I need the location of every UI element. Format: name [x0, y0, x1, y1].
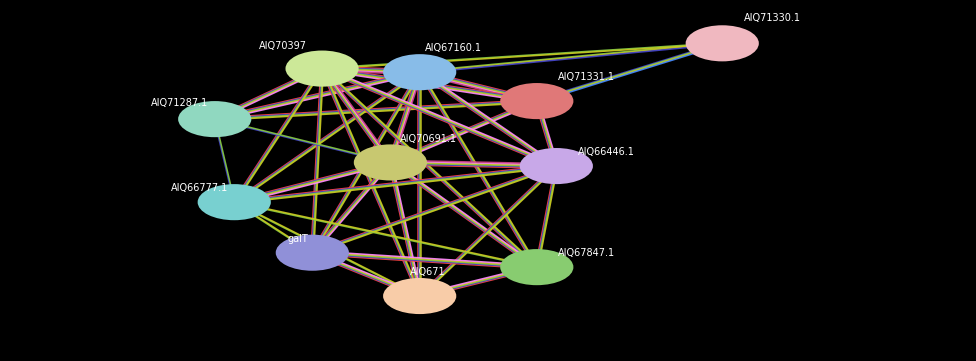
Text: AIQ671: AIQ671 — [410, 267, 446, 277]
Ellipse shape — [383, 278, 457, 314]
Text: AIQ67160.1: AIQ67160.1 — [425, 43, 481, 53]
Ellipse shape — [685, 25, 759, 61]
Ellipse shape — [179, 101, 252, 137]
Ellipse shape — [354, 144, 427, 180]
Text: AIQ67847.1: AIQ67847.1 — [558, 248, 616, 258]
Ellipse shape — [519, 148, 593, 184]
Text: AIQ71331.1: AIQ71331.1 — [558, 72, 615, 82]
Ellipse shape — [383, 54, 457, 90]
Ellipse shape — [501, 249, 574, 285]
Ellipse shape — [275, 235, 349, 271]
Text: AIQ71287.1: AIQ71287.1 — [151, 98, 209, 108]
Text: AIQ66777.1: AIQ66777.1 — [171, 183, 228, 193]
Ellipse shape — [501, 83, 574, 119]
Text: AIQ66446.1: AIQ66446.1 — [578, 147, 634, 157]
Ellipse shape — [197, 184, 270, 220]
Text: AIQ71330.1: AIQ71330.1 — [744, 13, 800, 23]
Ellipse shape — [286, 51, 359, 87]
Text: galT: galT — [288, 234, 308, 244]
Text: AIQ70397: AIQ70397 — [259, 40, 306, 51]
Text: AIQ70691.1: AIQ70691.1 — [400, 134, 457, 144]
